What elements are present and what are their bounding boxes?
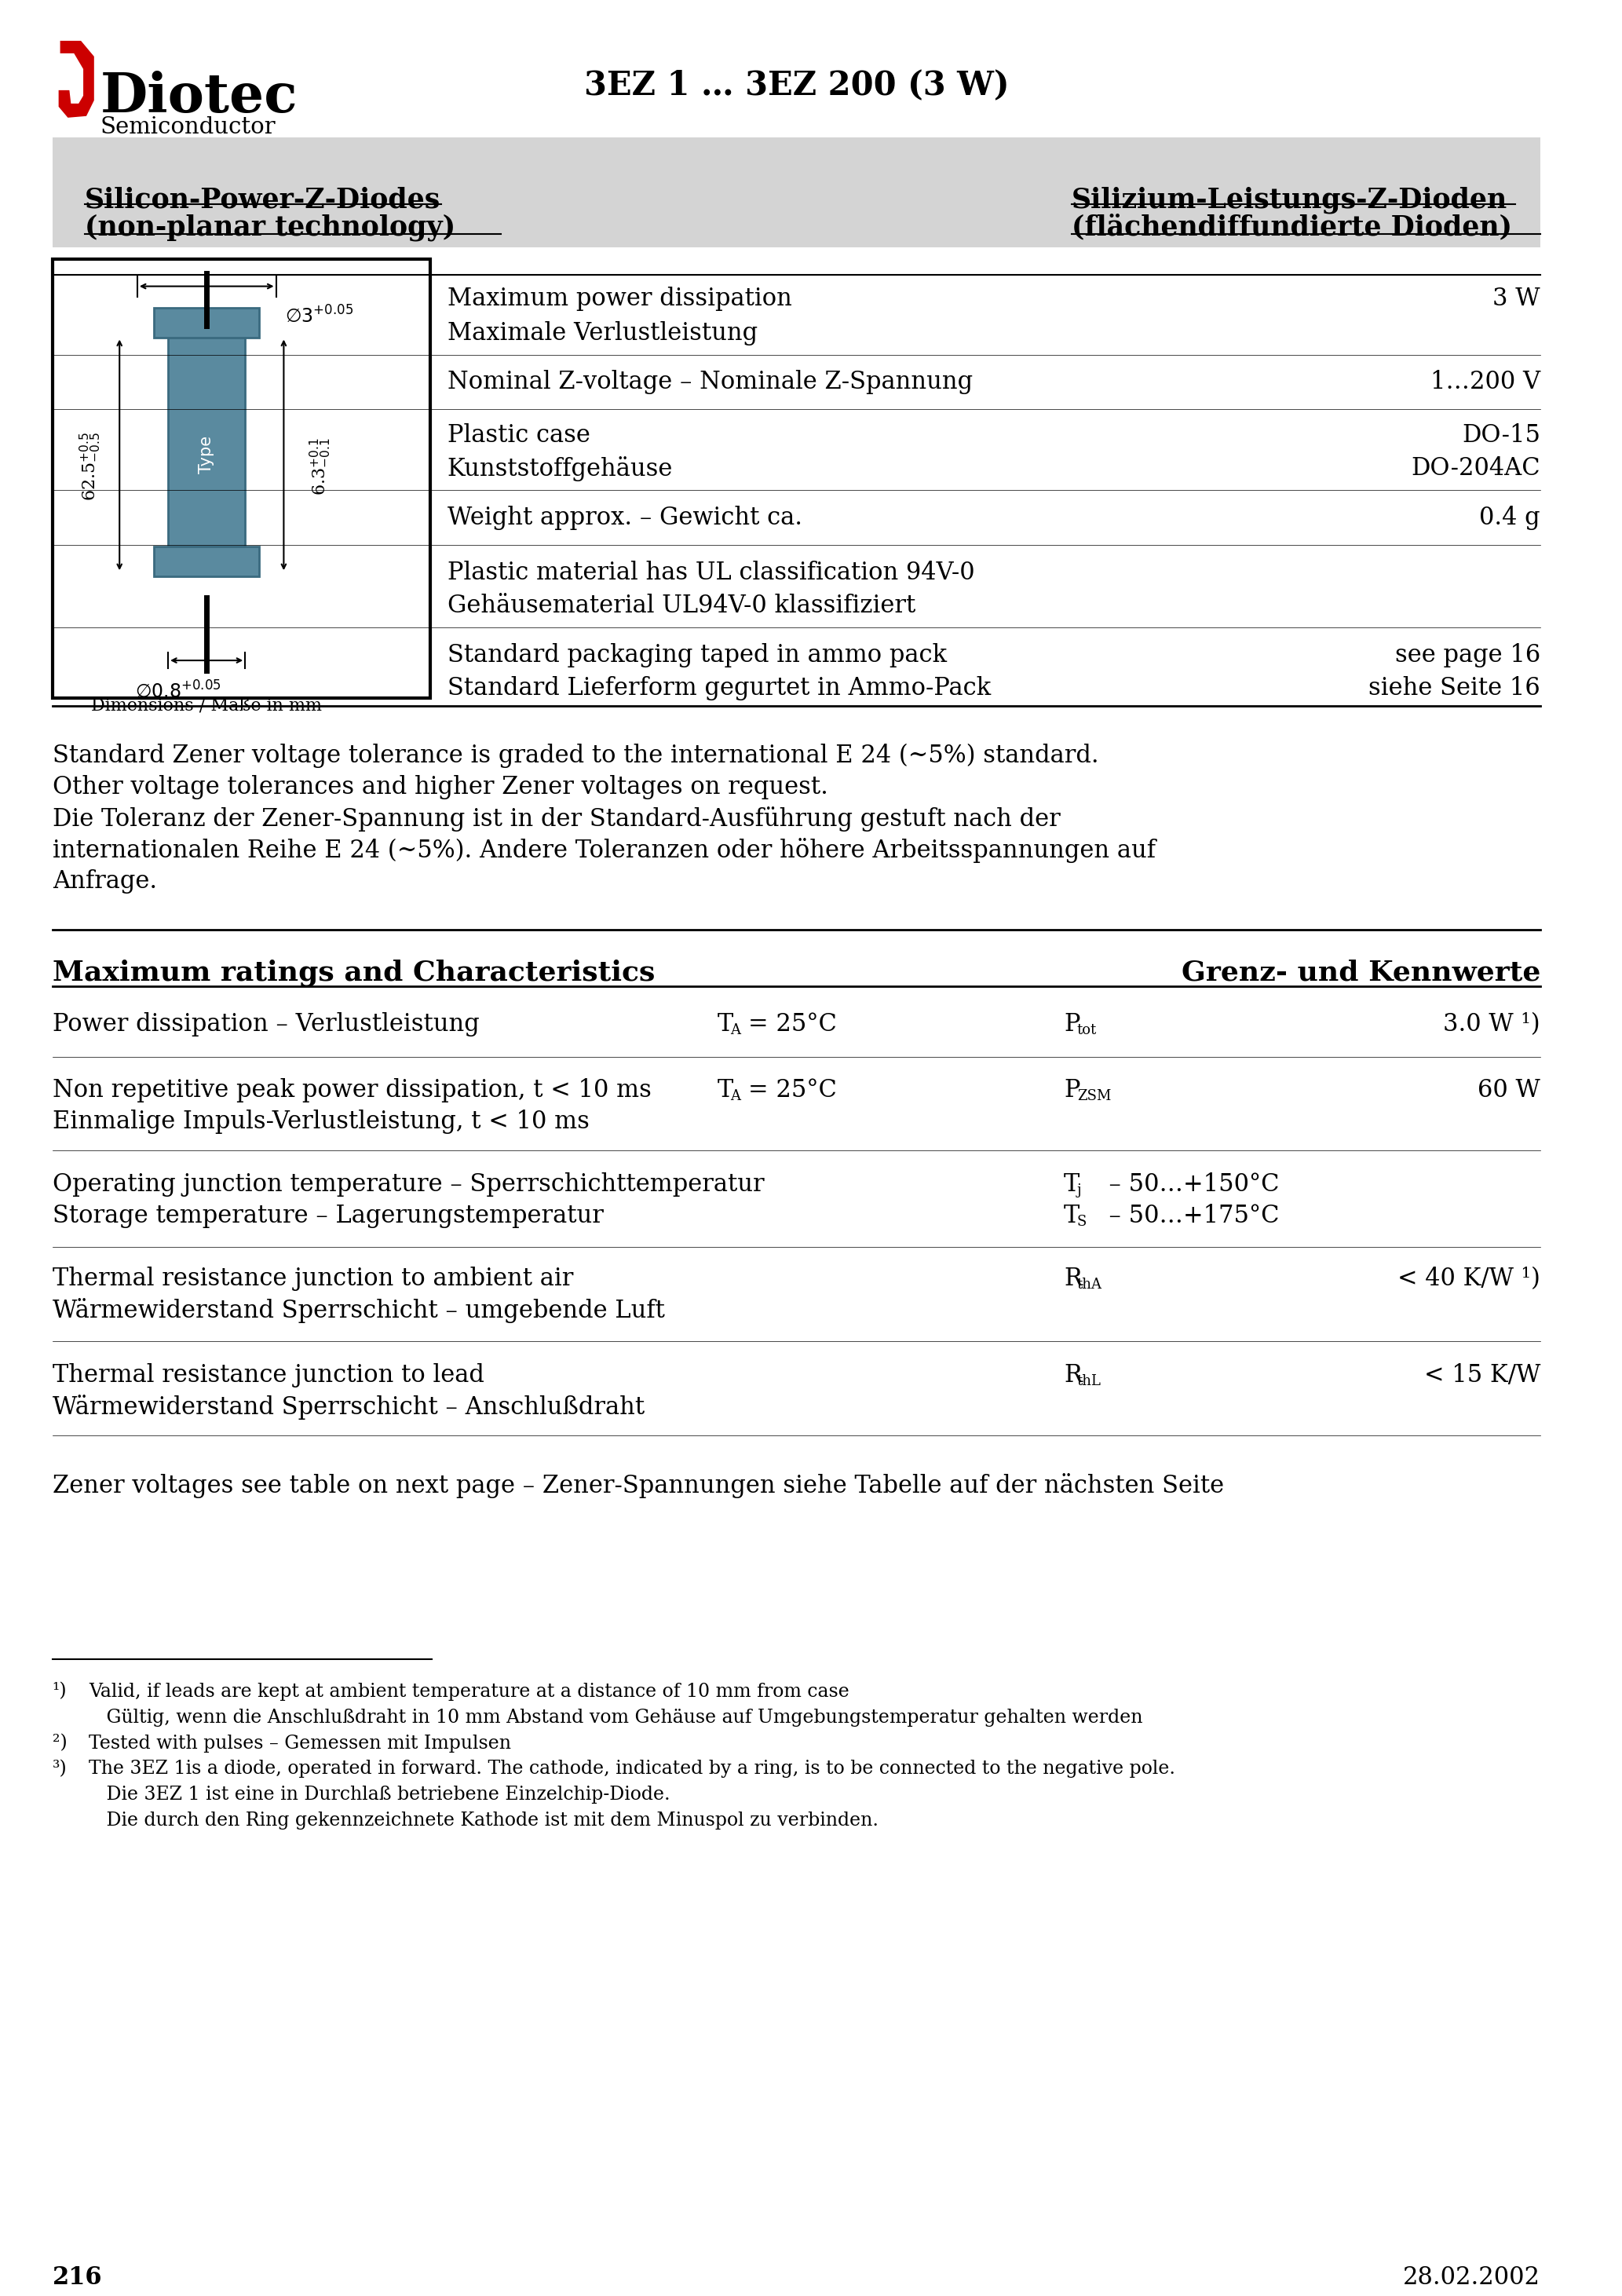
Bar [169,326,245,572]
Text: Gehäusematerial UL94V-0 klassifiziert: Gehäusematerial UL94V-0 klassifiziert [448,595,915,618]
Bar [52,138,1541,248]
Text: A: A [730,1091,740,1104]
Text: ¹): ¹) [52,1683,67,1701]
Text: A: A [730,1022,740,1038]
Text: R: R [1064,1267,1082,1290]
Text: 3.0 W ¹): 3.0 W ¹) [1444,1013,1541,1035]
Text: (flächendiffundierte Dioden): (flächendiffundierte Dioden) [1072,214,1512,241]
Text: Thermal resistance junction to lead: Thermal resistance junction to lead [52,1364,483,1387]
Text: Semiconductor: Semiconductor [101,117,276,138]
Text: tot: tot [1077,1022,1096,1038]
Text: Weight approx. – Gewicht ca.: Weight approx. – Gewicht ca. [448,505,801,530]
Text: ²): ²) [52,1733,67,1752]
Text: Plastic material has UL classification 94V-0: Plastic material has UL classification 9… [448,560,975,585]
Text: Kunststoffgehäuse: Kunststoffgehäuse [448,457,673,482]
Text: Other voltage tolerances and higher Zener voltages on request.: Other voltage tolerances and higher Zene… [52,776,827,799]
Text: Silicon-Power-Z-Diodes: Silicon-Power-Z-Diodes [84,186,441,214]
Text: The 3EZ 1is a diode, operated in forward. The cathode, indicated by a ring, is t: The 3EZ 1is a diode, operated in forward… [89,1761,1176,1777]
Text: T: T [1064,1203,1080,1228]
Text: j: j [1077,1182,1082,1199]
Text: ZSM: ZSM [1077,1091,1111,1104]
Text: Thermal resistance junction to ambient air: Thermal resistance junction to ambient a… [52,1267,573,1290]
Text: Diotec: Diotec [101,71,298,124]
Text: Dimensions / Maße in mm: Dimensions / Maße in mm [91,696,323,714]
Bar [154,308,260,338]
Text: $\varnothing 3^{+0.05}$: $\varnothing 3^{+0.05}$ [285,305,354,328]
Text: see page 16: see page 16 [1395,643,1541,668]
Text: Standard Zener voltage tolerance is graded to the international E 24 (~5%) stand: Standard Zener voltage tolerance is grad… [52,744,1098,769]
Text: Non repetitive peak power dissipation, t < 10 ms: Non repetitive peak power dissipation, t… [52,1079,652,1102]
Text: Plastic case: Plastic case [448,422,590,448]
Text: Gültig, wenn die Anschlußdraht in 10 mm Abstand vom Gehäuse auf Umgebungstempera: Gültig, wenn die Anschlußdraht in 10 mm … [89,1708,1142,1727]
Text: Wärmewiderstand Sperrschicht – Anschlußdraht: Wärmewiderstand Sperrschicht – Anschlußd… [52,1394,644,1419]
Text: = 25°C: = 25°C [748,1079,837,1102]
Text: – 50…+150°C: – 50…+150°C [1093,1173,1278,1196]
Text: 1…200 V: 1…200 V [1431,370,1541,395]
Text: Maximale Verlustleistung: Maximale Verlustleistung [448,321,757,344]
Text: Power dissipation – Verlustleistung: Power dissipation – Verlustleistung [52,1013,480,1035]
Text: T: T [1064,1173,1080,1196]
Text: 3 W: 3 W [1492,287,1541,310]
Text: T: T [717,1013,733,1035]
Text: $\varnothing 0.8^{+0.05}$: $\varnothing 0.8^{+0.05}$ [135,682,221,703]
Text: 3EZ 1 … 3EZ 200 (3 W): 3EZ 1 … 3EZ 200 (3 W) [584,69,1009,101]
Text: S: S [1077,1215,1087,1228]
Text: Einmalige Impuls-Verlustleistung, t < 10 ms: Einmalige Impuls-Verlustleistung, t < 10… [52,1109,589,1134]
Text: P: P [1064,1079,1080,1102]
Text: T: T [717,1079,733,1102]
Text: DO-204AC: DO-204AC [1411,457,1541,480]
Text: Zener voltages see table on next page – Zener-Spannungen siehe Tabelle auf der n: Zener voltages see table on next page – … [52,1474,1225,1497]
Text: 6.3$^{+0.1}_{-0.1}$: 6.3$^{+0.1}_{-0.1}$ [308,439,333,496]
Text: Grenz- und Kennwerte: Grenz- und Kennwerte [1181,960,1541,985]
Text: 60 W: 60 W [1478,1079,1541,1102]
Text: Wärmewiderstand Sperrschicht – umgebende Luft: Wärmewiderstand Sperrschicht – umgebende… [52,1297,665,1322]
Text: Standard packaging taped in ammo pack: Standard packaging taped in ammo pack [448,643,947,668]
Text: P: P [1064,1013,1080,1035]
Text: internationalen Reihe E 24 (~5%). Andere Toleranzen oder höhere Arbeitsspannunge: internationalen Reihe E 24 (~5%). Andere… [52,838,1155,863]
Text: thL: thL [1077,1375,1101,1389]
Text: R: R [1064,1364,1082,1387]
Text: siehe Seite 16: siehe Seite 16 [1369,675,1541,700]
Text: ³): ³) [52,1761,67,1777]
Text: (non-planar technology): (non-planar technology) [84,214,456,241]
Text: DO-15: DO-15 [1461,422,1541,448]
Text: Die 3EZ 1 ist eine in Durchlaß betriebene Einzelchip-Diode.: Die 3EZ 1 ist eine in Durchlaß betrieben… [89,1786,670,1805]
Text: Operating junction temperature – Sperrschichttemperatur: Operating junction temperature – Sperrsc… [52,1173,764,1196]
Text: Tested with pulses – Gemessen mit Impulsen: Tested with pulses – Gemessen mit Impuls… [89,1733,511,1752]
Bar [52,259,430,698]
Polygon shape [58,41,94,117]
Text: 28.02.2002: 28.02.2002 [1403,2266,1541,2289]
Text: 0.4 g: 0.4 g [1479,505,1541,530]
Text: < 15 K/W: < 15 K/W [1424,1364,1541,1387]
Text: Storage temperature – Lagerungstemperatur: Storage temperature – Lagerungstemperatu… [52,1203,603,1228]
Text: Nominal Z-voltage – Nominale Z-Spannung: Nominal Z-voltage – Nominale Z-Spannung [448,370,973,395]
Text: Standard Lieferform gegurtet in Ammo-Pack: Standard Lieferform gegurtet in Ammo-Pac… [448,675,991,700]
Text: Valid, if leads are kept at ambient temperature at a distance of 10 mm from case: Valid, if leads are kept at ambient temp… [89,1683,850,1701]
Text: Silizium-Leistungs-Z-Dioden: Silizium-Leistungs-Z-Dioden [1072,186,1507,214]
Text: Anfrage.: Anfrage. [52,870,157,893]
Text: Maximum ratings and Characteristics: Maximum ratings and Characteristics [52,960,655,987]
Text: 216: 216 [52,2266,102,2289]
Text: 62.5$^{+0.5}_{-0.5}$: 62.5$^{+0.5}_{-0.5}$ [79,432,104,501]
Text: Die durch den Ring gekennzeichnete Kathode ist mit dem Minuspol zu verbinden.: Die durch den Ring gekennzeichnete Katho… [89,1812,879,1830]
Text: thA: thA [1077,1277,1103,1293]
Text: – 50…+175°C: – 50…+175°C [1093,1203,1278,1228]
Bar [154,546,260,576]
Text: < 40 K/W ¹): < 40 K/W ¹) [1398,1267,1541,1290]
Text: Type: Type [200,436,214,473]
Text: = 25°C: = 25°C [748,1013,837,1035]
Text: Die Toleranz der Zener-Spannung ist in der Standard-Ausführung gestuft nach der: Die Toleranz der Zener-Spannung ist in d… [52,806,1061,831]
Text: Maximum power dissipation: Maximum power dissipation [448,287,792,310]
